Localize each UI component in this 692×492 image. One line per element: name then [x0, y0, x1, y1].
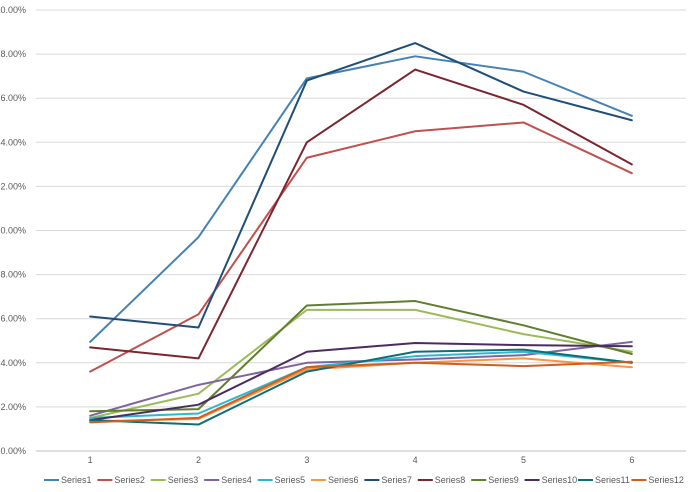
legend-label: Series10	[542, 475, 578, 485]
y-tick-label: 12.00%	[0, 181, 26, 191]
x-tick-label: 2	[196, 455, 201, 465]
y-tick-label: 8.00%	[0, 270, 26, 280]
x-tick-label: 5	[521, 455, 526, 465]
legend-label: Series11	[595, 475, 630, 485]
y-tick-label: 0.00%	[0, 446, 26, 456]
legend-label: Series6	[328, 475, 359, 485]
legend-label: Series12	[648, 475, 684, 485]
axes: 0.00% 2.00% 4.00% 6.00% 8.00% 10.00% 12.00% 14.…	[0, 5, 634, 465]
y-tick-label: 20.00%	[0, 5, 26, 15]
y-tick-label: 14.00%	[0, 137, 26, 147]
series-line-series1	[89, 55, 633, 343]
x-tick-label: 6	[629, 455, 634, 465]
y-tick-label: 16.00%	[0, 93, 26, 103]
y-tick-label: 4.00%	[0, 358, 26, 368]
x-tick-label: 4	[413, 455, 418, 465]
y-tick-label: 6.00%	[0, 314, 26, 324]
gridlines	[36, 9, 686, 452]
series-line-series12	[89, 360, 633, 424]
y-tick-label: 10.00%	[0, 226, 26, 236]
series-line-series11	[89, 348, 633, 426]
series-line-series7	[89, 42, 633, 329]
series-line-series3	[89, 308, 633, 419]
legend-label: Series7	[381, 475, 412, 485]
x-tick-label: 1	[88, 455, 93, 465]
series-line-series6	[89, 357, 633, 423]
legend-label: Series8	[435, 475, 466, 485]
legend-label: Series4	[221, 475, 252, 485]
legend-label: Series2	[114, 475, 145, 485]
series-lines	[89, 42, 633, 426]
legend: Series1 Series2 Series3 Series4 Series5 Serie…	[44, 475, 684, 485]
legend-label: Series5	[275, 475, 306, 485]
series-line-series8	[89, 68, 633, 360]
legend-label: Series9	[488, 475, 519, 485]
series-line-series2	[89, 121, 633, 373]
y-tick-label: 18.00%	[0, 49, 26, 59]
series-line-series9	[89, 300, 633, 413]
y-tick-label: 2.00%	[0, 402, 26, 412]
legend-label: Series1	[61, 475, 92, 485]
legend-label: Series3	[168, 475, 199, 485]
series-line-series10	[89, 341, 633, 422]
x-tick-label: 3	[304, 455, 309, 465]
